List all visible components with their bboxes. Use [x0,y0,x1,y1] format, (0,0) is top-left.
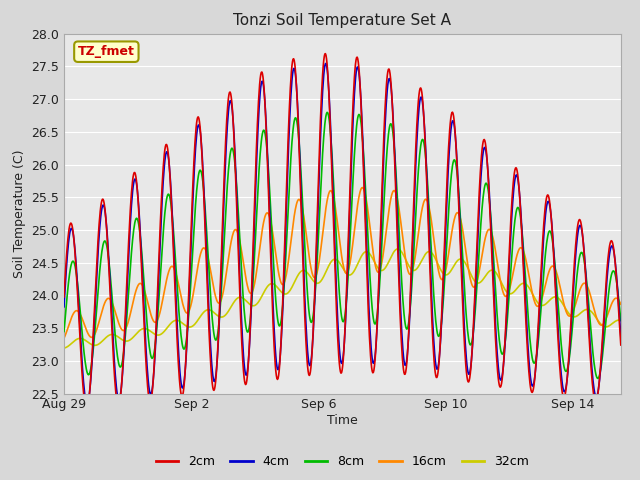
Title: Tonzi Soil Temperature Set A: Tonzi Soil Temperature Set A [234,13,451,28]
Legend: 2cm, 4cm, 8cm, 16cm, 32cm: 2cm, 4cm, 8cm, 16cm, 32cm [150,450,534,473]
Y-axis label: Soil Temperature (C): Soil Temperature (C) [13,149,26,278]
Text: TZ_fmet: TZ_fmet [78,45,135,58]
X-axis label: Time: Time [327,414,358,427]
